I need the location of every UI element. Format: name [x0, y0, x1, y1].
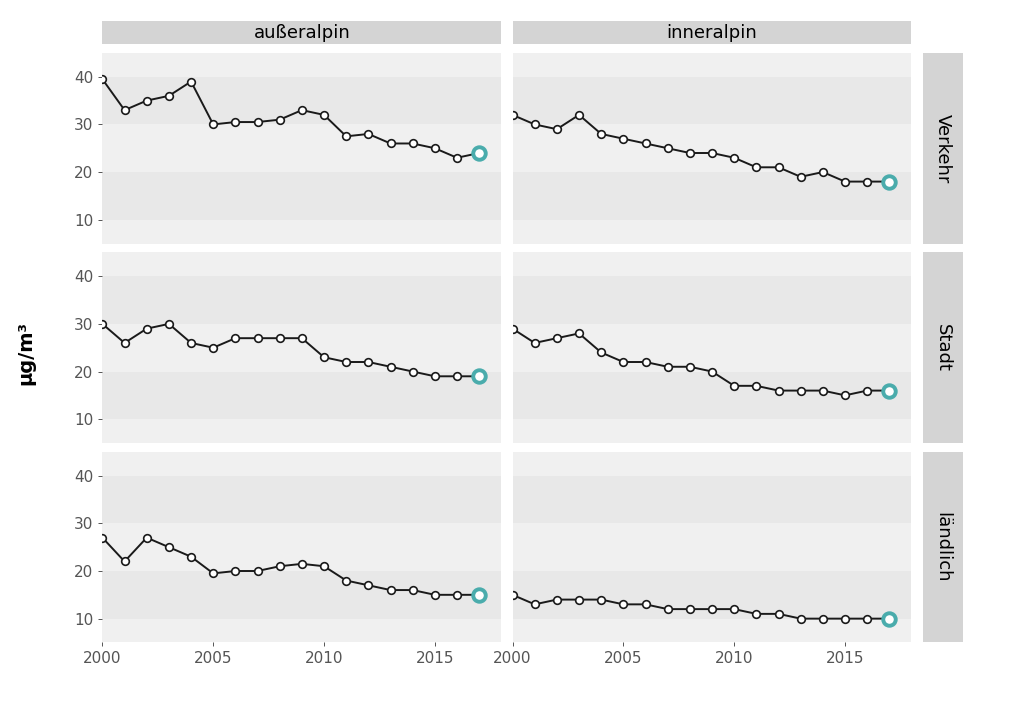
Bar	[102, 324, 502, 371]
Bar	[102, 618, 502, 642]
Bar	[102, 77, 502, 124]
Text: außeralpin: außeralpin	[254, 23, 350, 42]
Bar	[513, 452, 911, 476]
Bar	[102, 53, 502, 77]
Bar	[513, 571, 911, 618]
Bar	[102, 523, 502, 571]
Text: μg/m³: μg/m³	[16, 321, 35, 385]
Text: inneralpin: inneralpin	[667, 23, 758, 42]
Bar	[513, 124, 911, 172]
Bar	[513, 618, 911, 642]
Bar	[513, 324, 911, 371]
Bar	[513, 276, 911, 324]
Text: Verkehr: Verkehr	[934, 114, 951, 183]
Bar	[513, 523, 911, 571]
Bar	[513, 77, 911, 124]
Bar	[513, 476, 911, 523]
Bar	[513, 253, 911, 276]
Bar	[513, 419, 911, 443]
Text: ländlich: ländlich	[934, 512, 951, 582]
Bar	[102, 419, 502, 443]
Bar	[513, 220, 911, 244]
Bar	[102, 253, 502, 276]
Bar	[102, 371, 502, 419]
Bar	[102, 571, 502, 618]
Bar	[102, 172, 502, 220]
Bar	[513, 53, 911, 77]
Text: Stadt: Stadt	[934, 324, 951, 371]
Bar	[102, 124, 502, 172]
Bar	[102, 452, 502, 476]
Bar	[102, 220, 502, 244]
Bar	[513, 371, 911, 419]
Bar	[513, 172, 911, 220]
Bar	[102, 476, 502, 523]
Bar	[102, 276, 502, 324]
